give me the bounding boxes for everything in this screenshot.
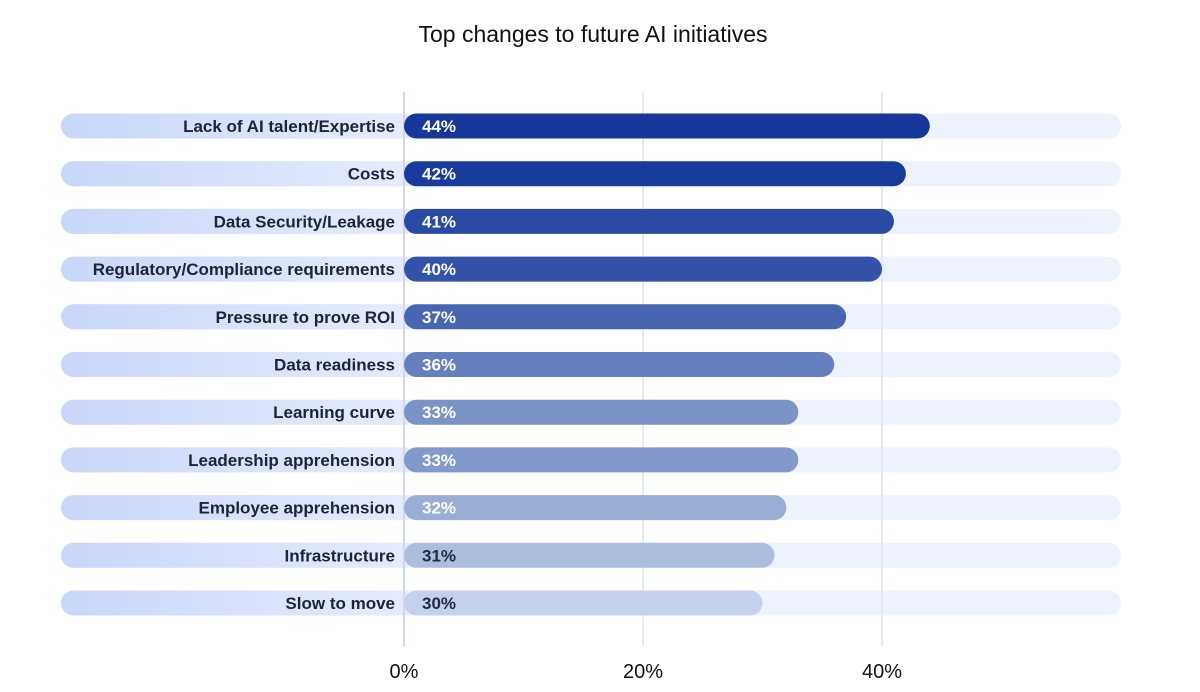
- category-pill: [61, 161, 416, 187]
- category-pill: [61, 399, 416, 425]
- category-pill: [61, 590, 416, 616]
- x-axis: 0% 20% 40%: [390, 661, 903, 683]
- category-pill: [61, 304, 416, 330]
- category-pill: [61, 113, 416, 139]
- value-label: 31%: [422, 546, 456, 565]
- category-pill: [61, 447, 416, 473]
- x-tick-label: 20%: [623, 661, 663, 683]
- value-label: 42%: [422, 165, 456, 184]
- category-label: Infrastructure: [284, 546, 395, 565]
- category-label: Slow to move: [285, 594, 395, 613]
- chart-title: Top changes to future AI initiatives: [418, 21, 767, 47]
- bar: [404, 399, 799, 425]
- category-pill: [61, 352, 416, 377]
- bar: [404, 256, 882, 282]
- value-label: 36%: [422, 356, 456, 375]
- x-tick-label: 40%: [862, 661, 902, 683]
- category-pill: [61, 542, 416, 568]
- category-label: Data Security/Leakage: [214, 212, 395, 231]
- category-label: Costs: [348, 165, 395, 184]
- category-pill: [61, 208, 416, 234]
- category-label: Pressure to prove ROI: [215, 308, 395, 327]
- bar: [404, 304, 847, 330]
- bar: [404, 352, 835, 377]
- category-label: Learning curve: [273, 403, 395, 422]
- bars: [404, 113, 930, 616]
- bar: [404, 542, 775, 568]
- value-label: 37%: [422, 308, 456, 327]
- category-pill: [61, 495, 416, 521]
- bar: [404, 447, 799, 473]
- bar: [404, 113, 930, 139]
- bar: [404, 590, 763, 616]
- value-label: 41%: [422, 212, 456, 231]
- labels: Lack of AI talent/Expertise 44% Costs 42% Da…: [93, 117, 456, 613]
- value-label: 33%: [422, 403, 456, 422]
- bar: [404, 208, 894, 234]
- value-label: 32%: [422, 499, 456, 518]
- value-label: 44%: [422, 117, 456, 136]
- bar: [404, 495, 787, 521]
- x-tick-label: 0%: [390, 661, 419, 683]
- category-label: Lack of AI talent/Expertise: [183, 117, 395, 136]
- category-label: Data readiness: [274, 356, 395, 375]
- category-label: Regulatory/Compliance requirements: [93, 260, 395, 279]
- category-label: Leadership apprehension: [188, 451, 395, 470]
- value-label: 30%: [422, 594, 456, 613]
- value-label: 33%: [422, 451, 456, 470]
- category-label: Employee apprehension: [199, 499, 396, 518]
- value-label: 40%: [422, 260, 456, 279]
- bar: [404, 161, 906, 187]
- category-pill: [61, 256, 416, 282]
